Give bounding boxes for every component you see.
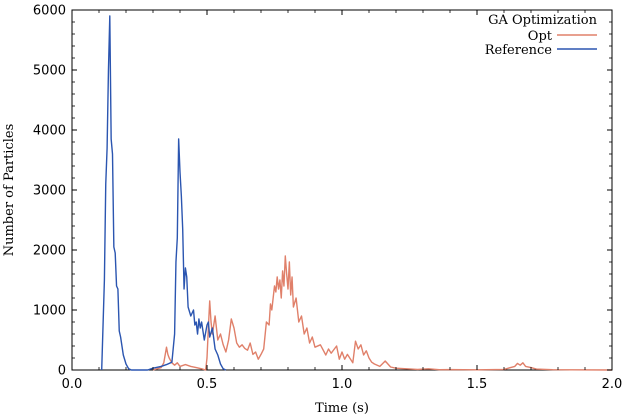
legend: GA Optimization Opt Reference bbox=[485, 13, 598, 58]
x-tick-label: 1.0 bbox=[332, 377, 353, 392]
y-tick-label: 6000 bbox=[33, 4, 66, 19]
legend-label-reference: Reference bbox=[485, 43, 553, 58]
y-tick-label: 0 bbox=[58, 364, 66, 379]
plot-area bbox=[71, 9, 613, 371]
x-tick-label: 0.5 bbox=[197, 377, 218, 392]
legend-label-opt: Opt bbox=[528, 29, 553, 44]
plot-frame bbox=[71, 9, 613, 371]
series-layer bbox=[101, 15, 613, 371]
y-axis-title: Number of Particles bbox=[2, 124, 17, 257]
legend-title: GA Optimization bbox=[488, 13, 598, 28]
y-tick-label: 1000 bbox=[33, 304, 66, 319]
x-tick-label: 0.0 bbox=[62, 377, 83, 392]
x-tick-label: 2.0 bbox=[602, 377, 623, 392]
x-tick-label: 1.5 bbox=[467, 377, 488, 392]
axes-layer: 0.0 0.5 1.0 1.5 2.0 0 1000 2000 3000 4000 5000 6000 bbox=[33, 4, 622, 393]
y-tick-label: 3000 bbox=[33, 184, 66, 199]
x-axis-title: Time (s) bbox=[315, 401, 369, 416]
series-line-reference bbox=[101, 15, 227, 371]
y-tick-label: 2000 bbox=[33, 244, 66, 259]
series-line-opt bbox=[152, 255, 613, 371]
y-tick-label: 4000 bbox=[33, 124, 66, 139]
y-tick-label: 5000 bbox=[33, 64, 66, 79]
